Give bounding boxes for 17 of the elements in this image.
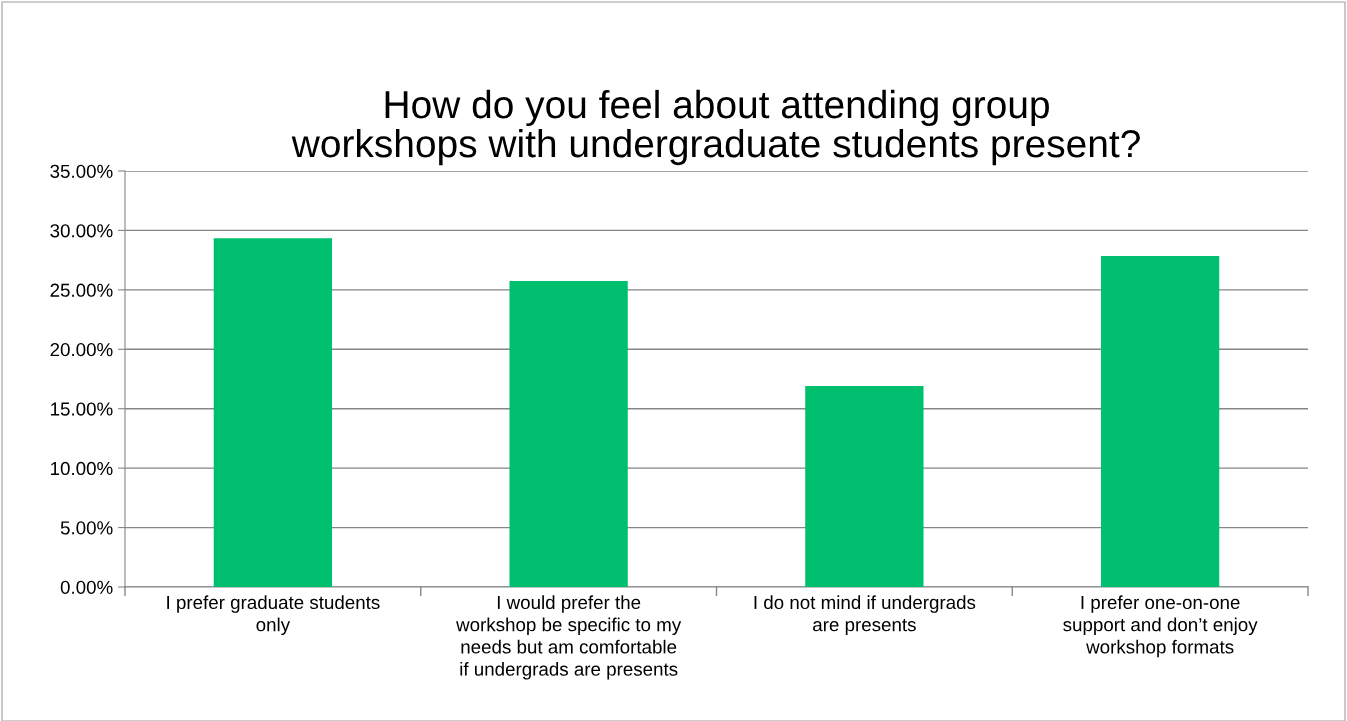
x-tick-label: I prefer one-on-one support and don’t enjoy workshop formats [1063, 595, 1258, 658]
bar [805, 385, 924, 587]
y-tick-label: 0.00% [60, 580, 113, 594]
y-tick-label: 15.00% [51, 402, 113, 416]
y-tick-label: 10.00% [51, 461, 113, 476]
chart-title: How do you feel about attending group workshops with undergraduate students present? [291, 89, 1140, 166]
bar [509, 281, 628, 587]
y-tick-label: 30.00% [50, 224, 113, 238]
bar [1100, 256, 1220, 587]
y-tick-label: 35.00% [50, 164, 113, 178]
y-tick-label: 25.00% [50, 283, 113, 297]
x-tick-label: I would prefer the workshop be specific to my needs but am comfortable if undergrads are presents [456, 595, 682, 680]
y-tick-label: 20.00% [50, 342, 113, 357]
x-tick-label: I do not mind if undergrads are presents [754, 595, 976, 636]
bar [213, 238, 333, 587]
x-tick-label: I prefer graduate students only [167, 595, 380, 636]
y-tick-label: 5.00% [60, 521, 113, 535]
